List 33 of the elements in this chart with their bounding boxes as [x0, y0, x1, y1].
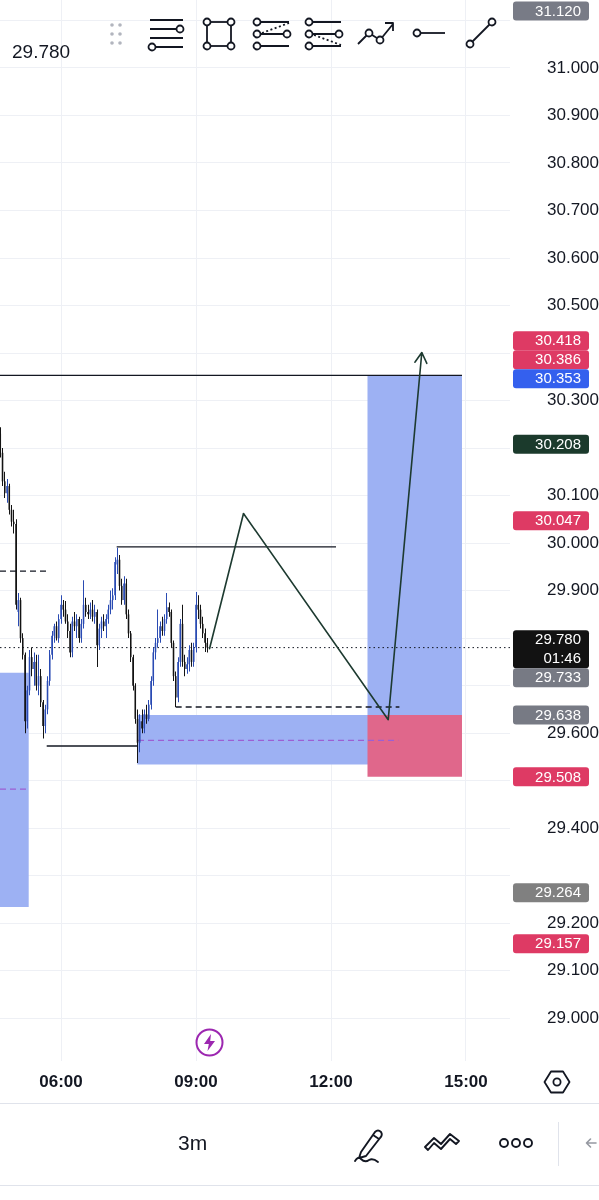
y2-tick-label: 29.264: [535, 883, 581, 901]
y-tick-label: 30.800: [547, 152, 599, 172]
y-tick-label: 29.000: [547, 1007, 599, 1027]
y-tick-label: 30.000: [547, 532, 599, 552]
y2-tick-label: 30.047: [535, 511, 581, 529]
text: 29.780: [12, 41, 71, 63]
y-tick-label: 30.100: [547, 485, 599, 505]
x-tick-label: 09:00: [174, 1071, 218, 1091]
y2-tick-label: 30.418: [535, 331, 581, 349]
y2-tick-label: 30.208: [535, 434, 581, 452]
y2-tick-label: 29.733: [535, 668, 581, 686]
y2-tick-label: 29.638: [535, 705, 581, 723]
y2-tick-label: 29.157: [535, 934, 581, 952]
x-tick-label: 06:00: [39, 1071, 83, 1091]
y2-tick-label: 30.353: [535, 369, 581, 387]
y2-tick-label: 29.508: [535, 767, 581, 785]
y2-tick-label: 30.386: [535, 350, 581, 368]
y-tick-label: 29.100: [547, 960, 599, 980]
y-tick-label: 30.700: [547, 200, 599, 220]
x-tick-label: 15:00: [444, 1071, 488, 1091]
x-tick-label: 12:00: [309, 1071, 353, 1091]
y2-tick-label: 29.780 01:46: [535, 630, 581, 667]
y-tick-label: 29.600: [547, 722, 599, 742]
y-tick-label: 31.000: [547, 57, 599, 77]
y-tick-label: 29.400: [547, 817, 599, 837]
y2-tick-label: 31.120: [535, 1, 581, 19]
y-tick-label: 30.300: [547, 390, 599, 410]
y-tick-label: 30.900: [547, 105, 599, 125]
y-tick-label: 30.500: [547, 295, 599, 315]
y-tick-label: 29.200: [547, 912, 599, 932]
y-tick-label: 30.600: [547, 247, 599, 267]
y-tick-label: 29.900: [547, 580, 599, 600]
text: 3m: [178, 1130, 208, 1156]
